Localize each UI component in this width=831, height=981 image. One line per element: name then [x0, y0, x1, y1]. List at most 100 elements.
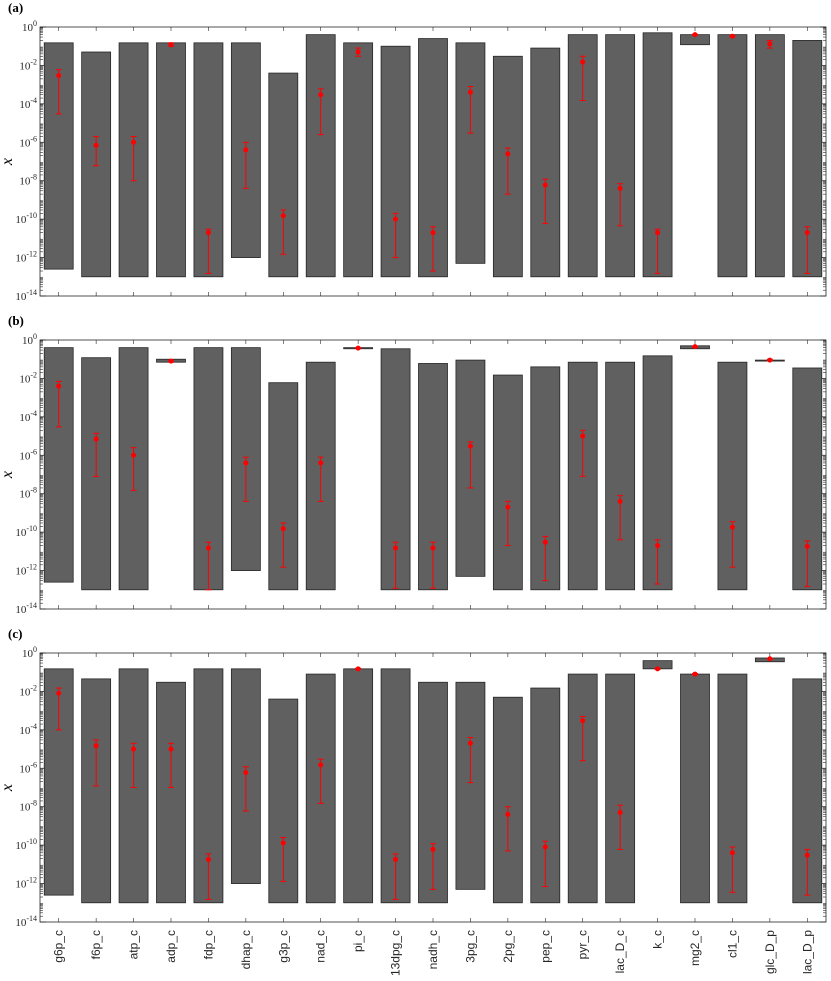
x-tick-label: 13dpg_c	[389, 930, 403, 976]
marker-g3p_c	[280, 526, 286, 532]
x-tick-label: 3pg_c	[463, 930, 477, 963]
marker-cl1_c	[729, 850, 735, 856]
marker-nadh_c	[430, 846, 436, 852]
marker-k_c	[655, 230, 661, 236]
bar-cl1_c	[717, 34, 748, 278]
marker-glc_D_p	[767, 41, 773, 47]
marker-k_c	[655, 666, 661, 672]
marker-13dpg_c	[393, 856, 399, 862]
y-tick-label: 10-8	[19, 799, 37, 814]
bar-pep_c	[530, 47, 561, 278]
bar-lac_D_c	[605, 34, 636, 278]
marker-lac_D_p	[804, 543, 810, 549]
marker-lac_D_p	[804, 852, 810, 858]
marker-g3p_c	[280, 213, 286, 219]
bar-glc_D_p	[754, 34, 785, 278]
marker-mg2_c	[692, 32, 698, 38]
marker-nad_c	[318, 460, 324, 466]
marker-mg2_c	[692, 671, 698, 677]
marker-13dpg_c	[393, 545, 399, 551]
marker-g6p_c	[56, 690, 62, 696]
marker-f6p_c	[93, 743, 99, 749]
bar-f6p_c	[81, 678, 112, 904]
y-tick-label: 10-4	[19, 96, 37, 111]
marker-adp_c	[168, 42, 174, 48]
x-tick-label: f6p_c	[89, 930, 103, 959]
marker-dhap_c	[243, 147, 249, 153]
marker-2pg_c	[505, 151, 511, 157]
marker-3pg_c	[467, 89, 473, 95]
bar-pi_c	[343, 668, 374, 904]
bar-3pg_c	[455, 42, 486, 264]
marker-pyr_c	[580, 433, 586, 439]
marker-cl1_c	[729, 524, 735, 530]
marker-k_c	[655, 543, 661, 549]
y-tick-label: 10-2	[19, 57, 37, 72]
marker-2pg_c	[505, 811, 511, 817]
marker-glc_D_p	[767, 357, 773, 363]
marker-adp_c	[168, 746, 174, 752]
x-tick-label: pyr_c	[576, 930, 590, 959]
y-axis-label: x	[0, 158, 16, 166]
y-tick-label: 10-10	[15, 524, 37, 539]
marker-g6p_c	[56, 72, 62, 78]
marker-cl1_c	[729, 33, 735, 39]
marker-dhap_c	[243, 770, 249, 776]
bar-lac_D_c	[605, 361, 636, 591]
x-tick-label: mg2_c	[688, 930, 702, 966]
y-tick-label: 10-8	[19, 173, 37, 188]
x-tick-label: lac_D_c	[613, 930, 627, 973]
y-tick-label: 100	[22, 19, 37, 34]
marker-lac_D_c	[617, 809, 623, 815]
marker-atp_c	[131, 452, 137, 458]
marker-pep_c	[542, 844, 548, 850]
y-tick-label: 10-6	[19, 760, 37, 775]
y-tick-label: 10-8	[19, 486, 37, 501]
marker-pep_c	[542, 182, 548, 188]
y-tick-label: 10-4	[19, 409, 37, 424]
marker-lac_D_p	[804, 230, 810, 236]
marker-nadh_c	[430, 545, 436, 551]
bar-lac_D_c	[605, 673, 636, 904]
y-tick-label: 10-2	[19, 370, 37, 385]
bar-pi_c	[343, 42, 374, 278]
marker-nad_c	[318, 92, 324, 98]
panel-label: (a)	[8, 0, 23, 15]
marker-3pg_c	[467, 443, 473, 449]
x-tick-label: pi_c	[351, 930, 365, 952]
bar-nad_c	[305, 34, 336, 278]
bar-dhap_c	[230, 42, 261, 258]
marker-f6p_c	[93, 436, 99, 442]
y-tick-label: 10-10	[15, 837, 37, 852]
y-tick-label: 10-6	[19, 134, 37, 149]
marker-atp_c	[131, 746, 137, 752]
y-tick-label: 100	[22, 645, 37, 660]
marker-lac_D_c	[617, 185, 623, 191]
panel-label: (b)	[8, 313, 24, 328]
marker-fdp_c	[205, 230, 211, 236]
y-tick-label: 10-12	[15, 563, 37, 578]
x-tick-label: nadh_c	[426, 930, 440, 969]
bar-pyr_c	[567, 673, 598, 904]
marker-nadh_c	[430, 230, 436, 236]
x-tick-label: dhap_c	[239, 930, 253, 969]
marker-glc_D_p	[767, 656, 773, 662]
x-tick-label: fdp_c	[201, 930, 215, 959]
panel-label: (c)	[8, 626, 22, 641]
marker-pyr_c	[580, 59, 586, 65]
marker-g3p_c	[280, 840, 286, 846]
x-tick-label: adp_c	[164, 930, 178, 963]
marker-pyr_c	[580, 718, 586, 724]
marker-dhap_c	[243, 460, 249, 466]
bar-2pg_c	[492, 374, 523, 591]
marker-mg2_c	[692, 344, 698, 350]
y-tick-label: 10-2	[19, 683, 37, 698]
marker-lac_D_c	[617, 498, 623, 504]
y-axis-label: x	[0, 471, 16, 479]
marker-pep_c	[542, 539, 548, 545]
y-axis-label: x	[0, 784, 16, 792]
marker-adp_c	[168, 358, 174, 364]
x-tick-label: glc_D_p	[763, 930, 777, 974]
y-tick-label: 10-4	[19, 722, 37, 737]
bar-adp_c	[156, 42, 186, 278]
